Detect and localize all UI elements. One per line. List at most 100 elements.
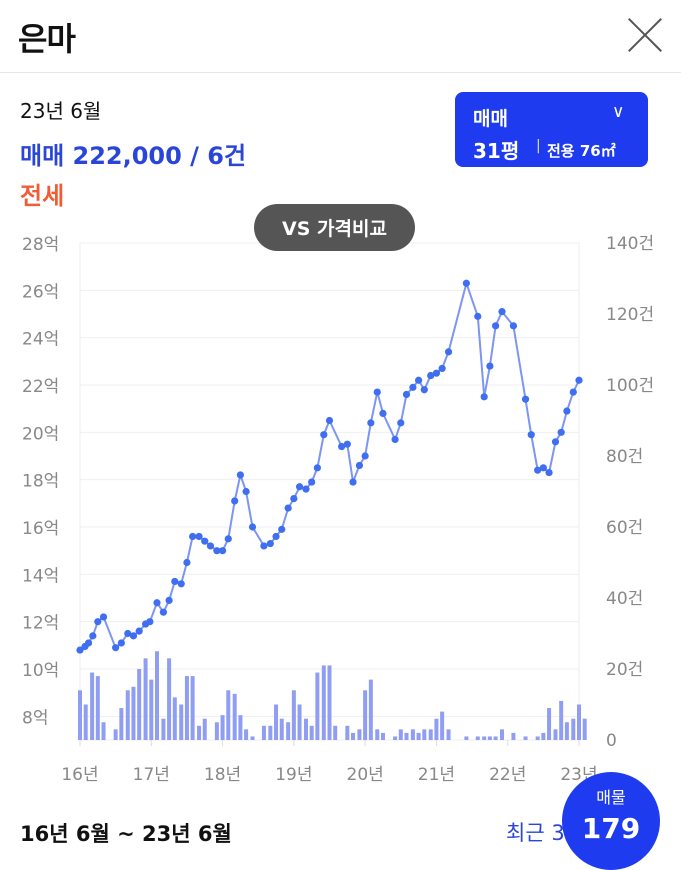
volume-bar bbox=[179, 704, 184, 740]
y-left-tick-label: 14억 bbox=[22, 566, 59, 586]
volume-bar bbox=[184, 676, 189, 740]
price-point bbox=[539, 464, 547, 472]
price-point bbox=[491, 322, 500, 330]
price-point bbox=[224, 535, 232, 543]
price-chart[interactable]: 8억 10억 12억 14억 16억 18억 20억 22억 24억 26억 28억 0 20건 40건 6… bbox=[0, 0, 681, 800]
volume-bar bbox=[279, 718, 284, 740]
volume-bar bbox=[541, 732, 546, 740]
y-right-tick-label: 0 bbox=[606, 731, 617, 751]
volume-bar bbox=[410, 729, 415, 740]
volume-bar bbox=[351, 732, 356, 740]
volume-bar bbox=[95, 676, 100, 740]
volume-bar bbox=[83, 704, 88, 740]
price-point bbox=[236, 471, 244, 479]
volume-bar bbox=[333, 725, 338, 740]
price-point bbox=[379, 409, 387, 417]
price-point bbox=[474, 312, 482, 320]
sale-summary: 매매 222,000 / 6건 bbox=[20, 142, 247, 170]
price-point bbox=[177, 580, 185, 588]
volume-bar bbox=[220, 715, 225, 740]
x-tick-label: 18년 bbox=[204, 765, 241, 785]
volume-bar bbox=[564, 722, 569, 740]
volume-bar bbox=[482, 736, 487, 740]
volume-bar bbox=[368, 679, 373, 740]
y-left-tick-label: 22억 bbox=[22, 377, 59, 397]
price-point bbox=[206, 542, 215, 550]
type-selector-type: 매매 bbox=[473, 108, 508, 130]
volume-bar bbox=[446, 729, 451, 740]
price-line bbox=[79, 279, 580, 651]
volume-bar bbox=[291, 690, 296, 740]
volume-bar bbox=[226, 690, 231, 740]
price-point bbox=[84, 639, 93, 647]
x-tick-label: 19년 bbox=[275, 765, 312, 785]
price-point bbox=[397, 419, 405, 427]
volume-bar bbox=[244, 729, 249, 740]
type-selector-area: 전용 76㎡ bbox=[547, 142, 616, 160]
volume-bar bbox=[303, 718, 308, 740]
y-right-tick-label: 80건 bbox=[606, 447, 643, 467]
y-right-tick-label: 20건 bbox=[606, 660, 643, 680]
price-point bbox=[373, 388, 381, 396]
price-point bbox=[545, 468, 553, 477]
volume-bar bbox=[404, 732, 409, 740]
volume-bar bbox=[500, 729, 505, 740]
y-right-tick-label: 100건 bbox=[606, 376, 654, 396]
price-point bbox=[112, 644, 120, 652]
price-point bbox=[295, 483, 304, 491]
volume-bar bbox=[172, 697, 177, 740]
price-point bbox=[171, 577, 179, 586]
volume-bar bbox=[487, 736, 492, 740]
price-point bbox=[521, 395, 530, 403]
volume-bar bbox=[475, 736, 480, 740]
volume-bar bbox=[119, 708, 124, 740]
recent-filter[interactable]: 최근 3 bbox=[506, 821, 565, 845]
price-point bbox=[117, 639, 125, 647]
header: 은마 bbox=[0, 0, 681, 73]
volume-bar bbox=[113, 729, 118, 740]
price-point bbox=[320, 431, 328, 439]
price-point bbox=[480, 393, 488, 401]
volume-bar bbox=[345, 725, 350, 740]
price-point bbox=[290, 495, 298, 503]
volume-bar bbox=[582, 718, 587, 740]
volume-bar bbox=[131, 686, 136, 740]
volume-bar bbox=[161, 718, 166, 740]
price-point bbox=[575, 376, 583, 384]
volume-bar bbox=[547, 708, 552, 740]
volume-bar bbox=[190, 676, 195, 740]
price-point bbox=[551, 438, 560, 446]
price-point bbox=[563, 407, 571, 415]
volume-bar bbox=[268, 725, 273, 740]
volume-bar bbox=[434, 718, 439, 740]
price-point bbox=[308, 478, 316, 486]
type-selector[interactable]: 매매 ∨ 31평 | 전용 76㎡ bbox=[455, 92, 648, 167]
price-point bbox=[195, 532, 203, 541]
volume-bar bbox=[167, 658, 172, 740]
price-point bbox=[325, 416, 334, 425]
volume-bar bbox=[149, 679, 154, 740]
volume-bar bbox=[202, 718, 207, 740]
y-left-tick-label: 26억 bbox=[22, 282, 59, 302]
price-point bbox=[278, 525, 286, 533]
volume-bar bbox=[101, 722, 106, 740]
price-point bbox=[509, 322, 518, 330]
volume-bar bbox=[464, 736, 469, 740]
period-label: 16년 6월 ~ 23년 6월 bbox=[20, 822, 232, 846]
volume-bar bbox=[154, 651, 159, 740]
price-point bbox=[89, 632, 97, 640]
vs-compare-button[interactable]: VS 가격비교 bbox=[254, 204, 415, 251]
volume-bar bbox=[297, 704, 302, 740]
y-left-tick-label: 16억 bbox=[22, 519, 59, 539]
price-point bbox=[99, 613, 108, 621]
volume-bar bbox=[511, 732, 516, 740]
price-point bbox=[201, 537, 209, 545]
listing-count: 179 bbox=[581, 812, 641, 845]
listing-button[interactable]: 매물 179 bbox=[562, 772, 660, 870]
volume-bar bbox=[321, 665, 326, 740]
price-point bbox=[569, 388, 577, 396]
price-point bbox=[438, 364, 446, 373]
page-title: 은마 bbox=[18, 20, 76, 58]
volume-bar bbox=[553, 729, 558, 740]
volume-bar bbox=[286, 722, 291, 740]
